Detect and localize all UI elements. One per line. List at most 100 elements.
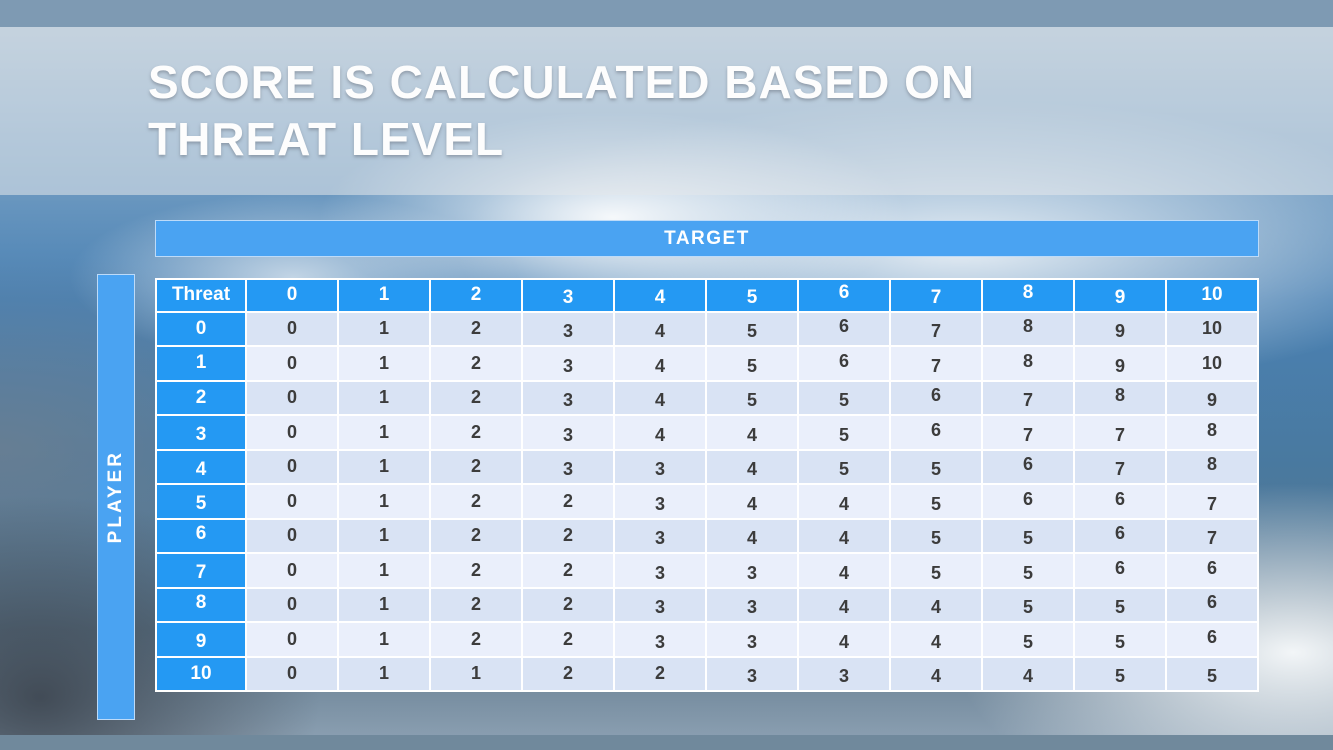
score-cell: 0 <box>247 657 339 692</box>
score-cell: 6 <box>1167 588 1259 623</box>
score-cell: 5 <box>799 416 891 451</box>
score-cell: 2 <box>431 554 523 589</box>
score-cell: 8 <box>1075 381 1167 416</box>
column-header: 0 <box>247 278 339 313</box>
score-cell: 1 <box>339 485 431 520</box>
table-row: 0 0 1 2 3 4 5 6 7 8 9 10 <box>155 312 1259 347</box>
bottom-accent-bar <box>0 735 1333 750</box>
corner-cell: Threat <box>155 278 247 313</box>
score-cell: 5 <box>707 381 799 416</box>
score-cell: 2 <box>523 554 615 589</box>
score-cell: 7 <box>983 416 1075 451</box>
column-header: 4 <box>615 278 707 313</box>
score-cell: 6 <box>1167 554 1259 589</box>
score-cell: 1 <box>339 623 431 658</box>
score-cell: 5 <box>891 450 983 485</box>
score-cell: 6 <box>983 485 1075 520</box>
score-cell: 7 <box>1075 416 1167 451</box>
score-cell: 0 <box>247 312 339 347</box>
score-cell: 2 <box>431 588 523 623</box>
row-header: 4 <box>155 450 247 485</box>
score-cell: 4 <box>707 519 799 554</box>
score-cell: 4 <box>615 347 707 382</box>
score-cell: 4 <box>615 381 707 416</box>
score-cell: 3 <box>799 657 891 692</box>
score-cell: 0 <box>247 416 339 451</box>
score-cell: 4 <box>799 588 891 623</box>
score-cell: 3 <box>707 554 799 589</box>
score-cell: 5 <box>891 485 983 520</box>
score-cell: 4 <box>983 657 1075 692</box>
column-header: 5 <box>707 278 799 313</box>
score-cell: 6 <box>799 312 891 347</box>
score-cell: 3 <box>523 416 615 451</box>
table-row: 1 0 1 2 3 4 5 6 7 8 9 10 <box>155 347 1259 382</box>
score-cell: 3 <box>615 554 707 589</box>
column-header: 2 <box>431 278 523 313</box>
target-axis-header: TARGET <box>155 220 1259 257</box>
score-cell: 2 <box>615 657 707 692</box>
score-cell: 9 <box>1167 381 1259 416</box>
score-cell: 4 <box>799 554 891 589</box>
row-header: 9 <box>155 623 247 658</box>
score-cell: 3 <box>523 347 615 382</box>
score-cell: 2 <box>431 416 523 451</box>
score-cell: 5 <box>983 588 1075 623</box>
row-header: 0 <box>155 312 247 347</box>
score-cell: 10 <box>1167 312 1259 347</box>
score-cell: 5 <box>1167 657 1259 692</box>
score-cell: 2 <box>523 588 615 623</box>
score-cell: 3 <box>615 623 707 658</box>
score-cell: 4 <box>707 416 799 451</box>
score-cell: 0 <box>247 347 339 382</box>
page-title: SCORE IS CALCULATED BASED ON THREAT LEVE… <box>148 54 975 168</box>
score-cell: 3 <box>707 657 799 692</box>
score-cell: 1 <box>339 381 431 416</box>
row-header: 7 <box>155 554 247 589</box>
score-cell: 1 <box>339 519 431 554</box>
score-cell: 5 <box>799 450 891 485</box>
player-axis-header: PLAYER <box>97 274 135 720</box>
row-header: 10 <box>155 657 247 692</box>
title-line-2: THREAT LEVEL <box>148 113 505 165</box>
score-cell: 6 <box>799 347 891 382</box>
score-cell: 4 <box>707 485 799 520</box>
score-cell: 4 <box>799 519 891 554</box>
score-cell: 10 <box>1167 347 1259 382</box>
score-cell: 5 <box>707 312 799 347</box>
score-cell: 7 <box>1167 485 1259 520</box>
score-cell: 0 <box>247 588 339 623</box>
score-cell: 3 <box>523 312 615 347</box>
score-cell: 5 <box>1075 657 1167 692</box>
row-header: 6 <box>155 519 247 554</box>
score-cell: 6 <box>891 416 983 451</box>
score-cell: 2 <box>431 450 523 485</box>
score-cell: 1 <box>339 312 431 347</box>
column-header: 7 <box>891 278 983 313</box>
score-cell: 6 <box>983 450 1075 485</box>
score-cell: 0 <box>247 623 339 658</box>
score-cell: 0 <box>247 519 339 554</box>
score-cell: 9 <box>1075 312 1167 347</box>
score-cell: 7 <box>891 312 983 347</box>
score-cell: 1 <box>339 450 431 485</box>
score-cell: 3 <box>615 485 707 520</box>
score-cell: 7 <box>1075 450 1167 485</box>
score-cell: 6 <box>1075 485 1167 520</box>
score-cell: 6 <box>1075 554 1167 589</box>
score-cell: 4 <box>799 485 891 520</box>
score-cell: 5 <box>983 554 1075 589</box>
score-cell: 6 <box>891 381 983 416</box>
score-cell: 1 <box>339 416 431 451</box>
player-label: PLAYER <box>105 450 126 544</box>
score-cell: 3 <box>707 623 799 658</box>
score-cell: 7 <box>1167 519 1259 554</box>
score-cell: 8 <box>1167 450 1259 485</box>
score-cell: 0 <box>247 554 339 589</box>
score-cell: 1 <box>339 554 431 589</box>
